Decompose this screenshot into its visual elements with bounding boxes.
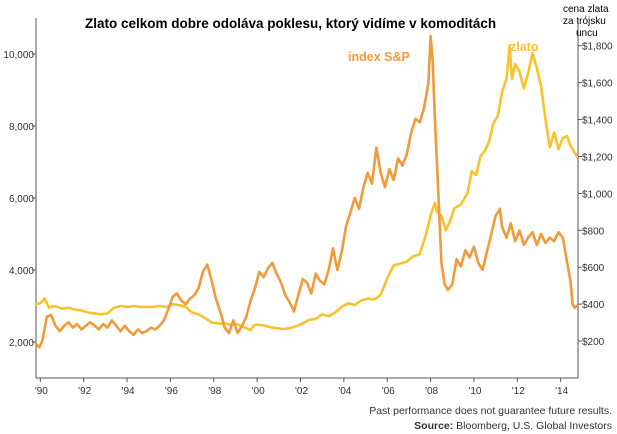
y-right-tick-label: $1,200 — [582, 152, 613, 163]
x-tick-label: '94 — [122, 386, 135, 397]
x-tick-label: '00 — [252, 386, 265, 397]
x-tick-label: '90 — [35, 386, 48, 397]
source-text: Bloomberg, U.S. Global Investors — [453, 420, 612, 432]
footnote: Past performance does not guarantee futu… — [369, 405, 612, 417]
y-right-tick-label: $400 — [582, 300, 605, 311]
x-tick-label: '96 — [165, 386, 178, 397]
series-layer — [34, 34, 579, 349]
y-right-tick-label: $1,400 — [582, 116, 613, 127]
right-axis-title-line-1: cena zlata — [563, 4, 609, 15]
series-label-gold: zlato — [510, 40, 539, 54]
y-right-tick-label: $600 — [582, 263, 605, 274]
axes: 2,000 4,000 6,000 8,000 10,000 $200 $400 $600 $8… — [3, 18, 613, 397]
right-axis-title-line-3: uncu — [576, 28, 598, 39]
y-left-tick-label: 10,000 — [3, 50, 34, 61]
x-tick-label: '92 — [78, 386, 91, 397]
x-tick-label: '08 — [425, 386, 438, 397]
right-axis-title-line-2: za trójsku — [563, 16, 606, 27]
y-right-tick-label: $800 — [582, 226, 605, 237]
y-left-tick-label: 2,000 — [9, 338, 34, 349]
source-line: Source: Bloomberg, U.S. Global Investors — [414, 420, 612, 432]
x-tick-label: '10 — [468, 386, 481, 397]
y-left-tick-label: 6,000 — [9, 194, 34, 205]
y-right-tick-label: $1,800 — [582, 42, 613, 53]
series-line-sp — [34, 34, 579, 349]
y-left-tick-label: 4,000 — [9, 266, 34, 277]
y-right-tick-label: $1,000 — [582, 189, 613, 200]
y-left-tick-label: 8,000 — [9, 122, 34, 133]
x-tick-label: '14 — [555, 386, 568, 397]
x-tick-label: '06 — [382, 386, 395, 397]
x-tick-label: '98 — [208, 386, 221, 397]
x-tick-label: '02 — [295, 386, 308, 397]
series-label-sp: index S&P — [348, 50, 410, 64]
series-line-gold — [34, 44, 579, 332]
x-tick-label: '12 — [512, 386, 525, 397]
source-label: Source: — [414, 420, 453, 432]
chart-title: Zlato celkom dobre odoláva poklesu, ktor… — [85, 16, 496, 31]
y-right-tick-label: $1,600 — [582, 79, 613, 90]
x-tick-label: '04 — [338, 386, 351, 397]
y-right-tick-label: $200 — [582, 337, 605, 348]
